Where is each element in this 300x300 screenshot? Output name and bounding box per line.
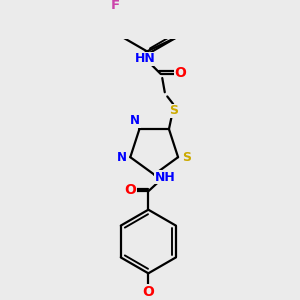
Text: N: N — [130, 114, 140, 127]
Text: N: N — [117, 151, 127, 164]
Text: O: O — [142, 285, 154, 299]
Text: S: S — [182, 151, 191, 164]
Text: O: O — [175, 66, 187, 80]
Text: NH: NH — [155, 170, 176, 184]
Text: S: S — [169, 104, 178, 117]
Text: F: F — [111, 0, 120, 12]
Text: O: O — [124, 183, 136, 197]
Text: HN: HN — [135, 52, 156, 65]
